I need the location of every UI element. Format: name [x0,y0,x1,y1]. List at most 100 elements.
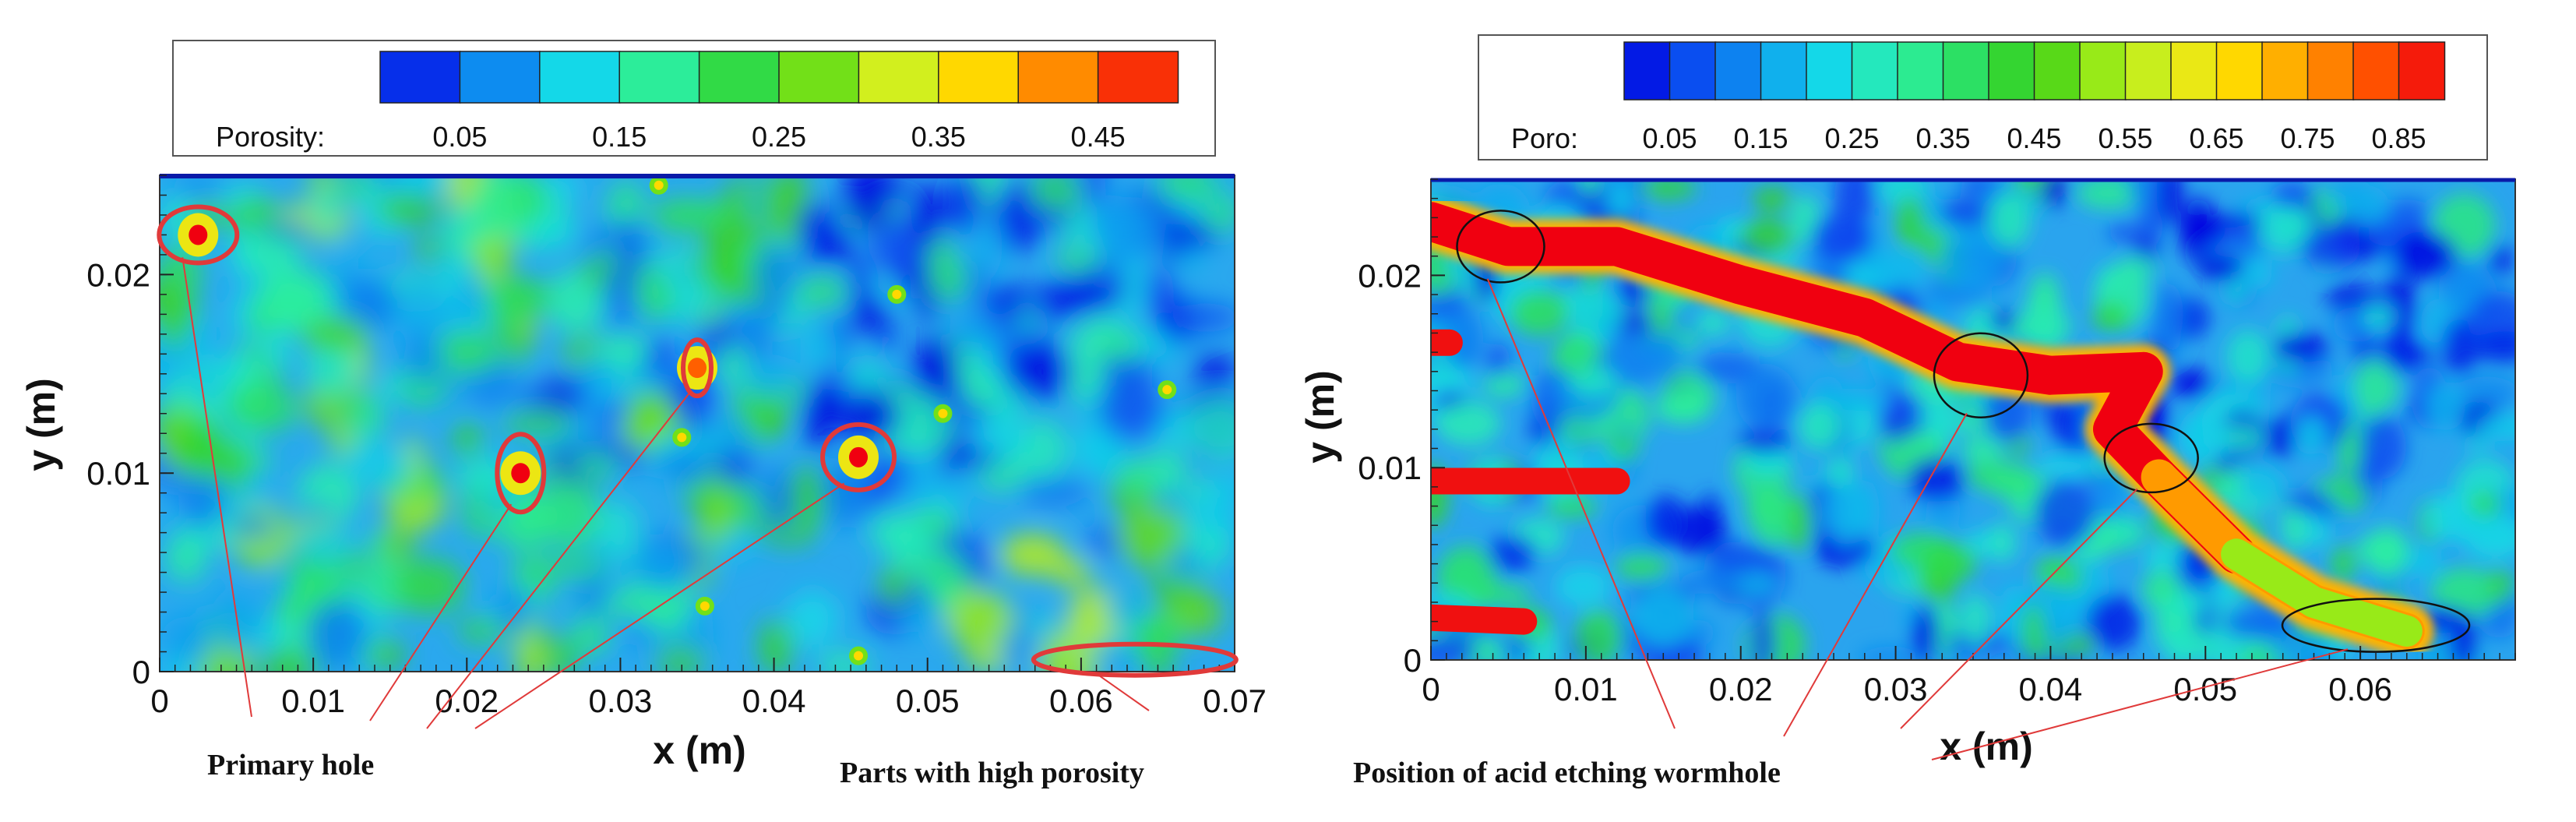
porosity-blob [1961,593,1991,647]
porosity-blob [2041,179,2068,208]
hotspot-core [688,358,707,379]
annotation-ellipse [2281,598,2471,653]
porosity-blob [802,381,834,452]
wormhole-core [1431,202,2257,574]
porosity-blob [671,199,735,227]
porosity-blob [1751,609,1775,660]
porosity-blob [502,411,573,436]
porosity-blob [1067,586,1119,658]
porosity-blob [2179,215,2225,246]
porosity-blob [1879,390,1926,445]
porosity-blob [252,271,322,333]
left-colorbar-tick-labels: 0.05 0.15 0.25 0.35 0.45 [432,121,1125,153]
colorbar-tick-label: 0.55 [2098,122,2152,154]
porosity-blob [1095,196,1167,266]
annotation-ellipse [1456,210,1545,284]
porosity-blob [969,215,1003,279]
porosity-blob [2151,281,2183,348]
hotspot [649,175,668,195]
left-colorbar: 0.05 0.15 0.25 0.35 0.45 Porosity: [172,40,1216,157]
leader-line [181,257,252,718]
porosity-blob [645,337,675,376]
hotspot-core [849,446,868,467]
colorbar-swatch [1942,41,1990,101]
x-tick-label: 0 [150,683,168,719]
porosity-blob [1831,224,1874,252]
colorbar-tick-label: 0.05 [432,121,487,153]
porosity-blob [1912,606,1939,660]
porosity-blob [238,235,303,275]
x-tick-label: 0.02 [435,683,499,719]
porosity-blob [2111,514,2141,545]
porosity-blob [1555,565,1612,609]
x-tick-label: 0.06 [2328,671,2392,707]
porosity-blob [1894,196,1925,249]
colorbar-swatch [1806,41,1853,101]
porosity-blob [2273,332,2330,363]
annotation-ellipse [157,204,240,266]
porosity-blob [1788,492,1812,552]
porosity-blob [2453,376,2515,411]
x-tick-label: 0.07 [1203,683,1267,719]
porosity-blob [1924,543,1978,583]
porosity-blob [1823,478,1871,545]
porosity-blob [509,492,551,538]
porosity-blob [1696,309,1731,337]
porosity-blob [227,385,298,433]
left-colorbar-swatches [379,51,1179,104]
right-colorbar-swatches [1623,41,2446,101]
porosity-blob [1055,248,1099,272]
porosity-blob [1961,436,2004,466]
porosity-blob [1858,646,1923,660]
porosity-blob [2359,415,2407,479]
porosity-blob [393,175,452,197]
left-x-axis: 0 0.01 0.02 0.03 0.04 0.05 0.06 0.07 [150,658,1267,719]
porosity-blob [759,619,794,672]
x-tick-label: 0.06 [1049,683,1113,719]
porosity-blob [636,277,676,319]
porosity-blob [630,539,695,591]
porosity-blob [453,421,482,457]
porosity-blob [1172,303,1235,333]
colorbar-swatch [1623,41,1671,101]
porosity-blob [2462,516,2515,560]
porosity-blob [458,268,481,319]
porosity-blob [625,623,653,647]
porosity-blob [2425,382,2465,432]
y-tick-label: 0.01 [1358,450,1422,486]
porosity-blob [2170,368,2212,399]
porosity-blob [2362,305,2395,329]
porosity-blob [1775,249,1799,273]
porosity-blob [1119,457,1147,496]
porosity-blob [869,512,915,552]
porosity-blob [1098,332,1144,360]
porosity-blob [1105,590,1146,629]
porosity-blob [1919,398,1956,437]
right-colorbar: 0.05 0.15 0.25 0.35 0.45 0.55 0.65 0.75 0.85 Por… [1478,34,2488,161]
porosity-blob [2240,464,2285,503]
x-tick-label: 0.01 [1554,671,1618,707]
colorbar-swatch [2079,41,2127,101]
wormhole-branch [1431,604,1538,635]
hotspot [672,428,692,447]
porosity-blob [393,558,465,615]
porosity-blob [395,277,449,344]
colorbar-swatch [1851,41,1899,101]
y-tick-label: 0.01 [86,455,150,492]
colorbar-tick-label: 0.25 [1824,122,1879,154]
porosity-blob [1907,457,1967,502]
porosity-blob [2356,531,2410,568]
porosity-blob [1987,523,2017,563]
porosity-blob [599,499,639,555]
porosity-blob [2381,273,2417,342]
porosity-blob [160,277,181,326]
left-colorbar-label: Porosity: [216,121,325,153]
porosity-blob [1606,179,1635,219]
porosity-blob [2092,302,2129,333]
porosity-blob [1876,248,1926,298]
colorbar-swatch [459,51,541,104]
leader-line [1094,671,1150,711]
porosity-blob [1005,340,1073,401]
porosity-blob [1174,406,1198,447]
leader-line [369,503,513,721]
